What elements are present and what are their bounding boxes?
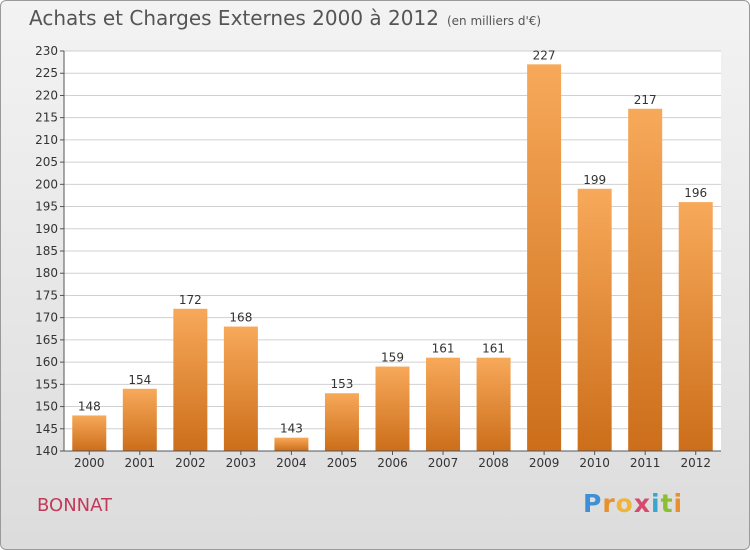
- y-tick-label: 185: [35, 244, 58, 258]
- y-tick-label: 170: [35, 311, 58, 325]
- bar: [173, 308, 208, 451]
- y-tick-label: 145: [35, 422, 58, 436]
- y-tick-label: 230: [35, 44, 58, 58]
- data-label: 196: [684, 186, 707, 200]
- data-label: 154: [128, 373, 151, 387]
- data-label: 199: [583, 173, 606, 187]
- bar: [426, 357, 461, 451]
- bar: [375, 366, 410, 451]
- bar: [223, 326, 258, 451]
- bar: [72, 415, 107, 451]
- y-tick-label: 180: [35, 266, 58, 280]
- data-label: 153: [331, 377, 354, 391]
- y-tick-label: 210: [35, 133, 58, 147]
- y-tick-label: 195: [35, 200, 58, 214]
- bar: [577, 188, 612, 451]
- y-tick-label: 205: [35, 155, 58, 169]
- chart-title: Achats et Charges Externes 2000 à 2012 (e…: [29, 6, 541, 30]
- y-tick-label: 200: [35, 177, 58, 191]
- y-tick-label: 175: [35, 288, 58, 302]
- bar: [628, 108, 663, 452]
- data-label: 168: [229, 311, 252, 325]
- data-label: 172: [179, 293, 202, 307]
- y-tick-label: 190: [35, 222, 58, 236]
- x-tick-label: 2011: [630, 456, 661, 470]
- logo-letter: P: [583, 489, 603, 518]
- bar: [678, 202, 713, 451]
- bar: [274, 437, 309, 451]
- logo-letter: r: [602, 489, 616, 518]
- data-label: 227: [533, 48, 556, 62]
- bar: [476, 357, 511, 451]
- data-label: 143: [280, 422, 303, 436]
- chart-title-text: Achats et Charges Externes 2000 à 2012: [29, 6, 439, 30]
- data-label: 161: [482, 342, 505, 356]
- y-tick-label: 215: [35, 111, 58, 125]
- data-label: 217: [634, 93, 657, 107]
- x-tick-label: 2012: [680, 456, 711, 470]
- x-tick-label: 2007: [428, 456, 459, 470]
- bar: [527, 64, 562, 452]
- y-tick-label: 160: [35, 355, 58, 369]
- y-tick-label: 220: [35, 88, 58, 102]
- x-tick-label: 2010: [579, 456, 610, 470]
- x-tick-label: 2008: [478, 456, 509, 470]
- y-tick-label: 140: [35, 444, 58, 458]
- proxiti-logo: Proxiti: [583, 489, 683, 518]
- town-name: BONNAT: [37, 495, 113, 516]
- y-tick-label: 150: [35, 400, 58, 414]
- data-label: 159: [381, 351, 404, 365]
- chart-unit: (en milliers d'€): [446, 14, 542, 28]
- x-tick-label: 2003: [226, 456, 257, 470]
- bar: [324, 393, 359, 451]
- bar: [122, 388, 157, 451]
- x-tick-label: 2005: [327, 456, 358, 470]
- logo-letter: x: [633, 489, 651, 518]
- logo-letter: i: [673, 489, 684, 518]
- x-tick-label: 2004: [276, 456, 307, 470]
- logo-letter: o: [615, 489, 634, 518]
- x-tick-label: 2006: [377, 456, 408, 470]
- x-tick-label: 2000: [74, 456, 105, 470]
- x-tick-label: 2009: [529, 456, 560, 470]
- logo-letter: i: [651, 489, 661, 518]
- y-tick-label: 165: [35, 333, 58, 347]
- x-tick-label: 2002: [175, 456, 206, 470]
- data-label: 148: [78, 399, 101, 413]
- data-label: 161: [432, 342, 455, 356]
- x-tick-label: 2001: [125, 456, 156, 470]
- y-tick-label: 155: [35, 377, 58, 391]
- y-tick-label: 225: [35, 66, 58, 80]
- logo-letter: t: [660, 489, 674, 518]
